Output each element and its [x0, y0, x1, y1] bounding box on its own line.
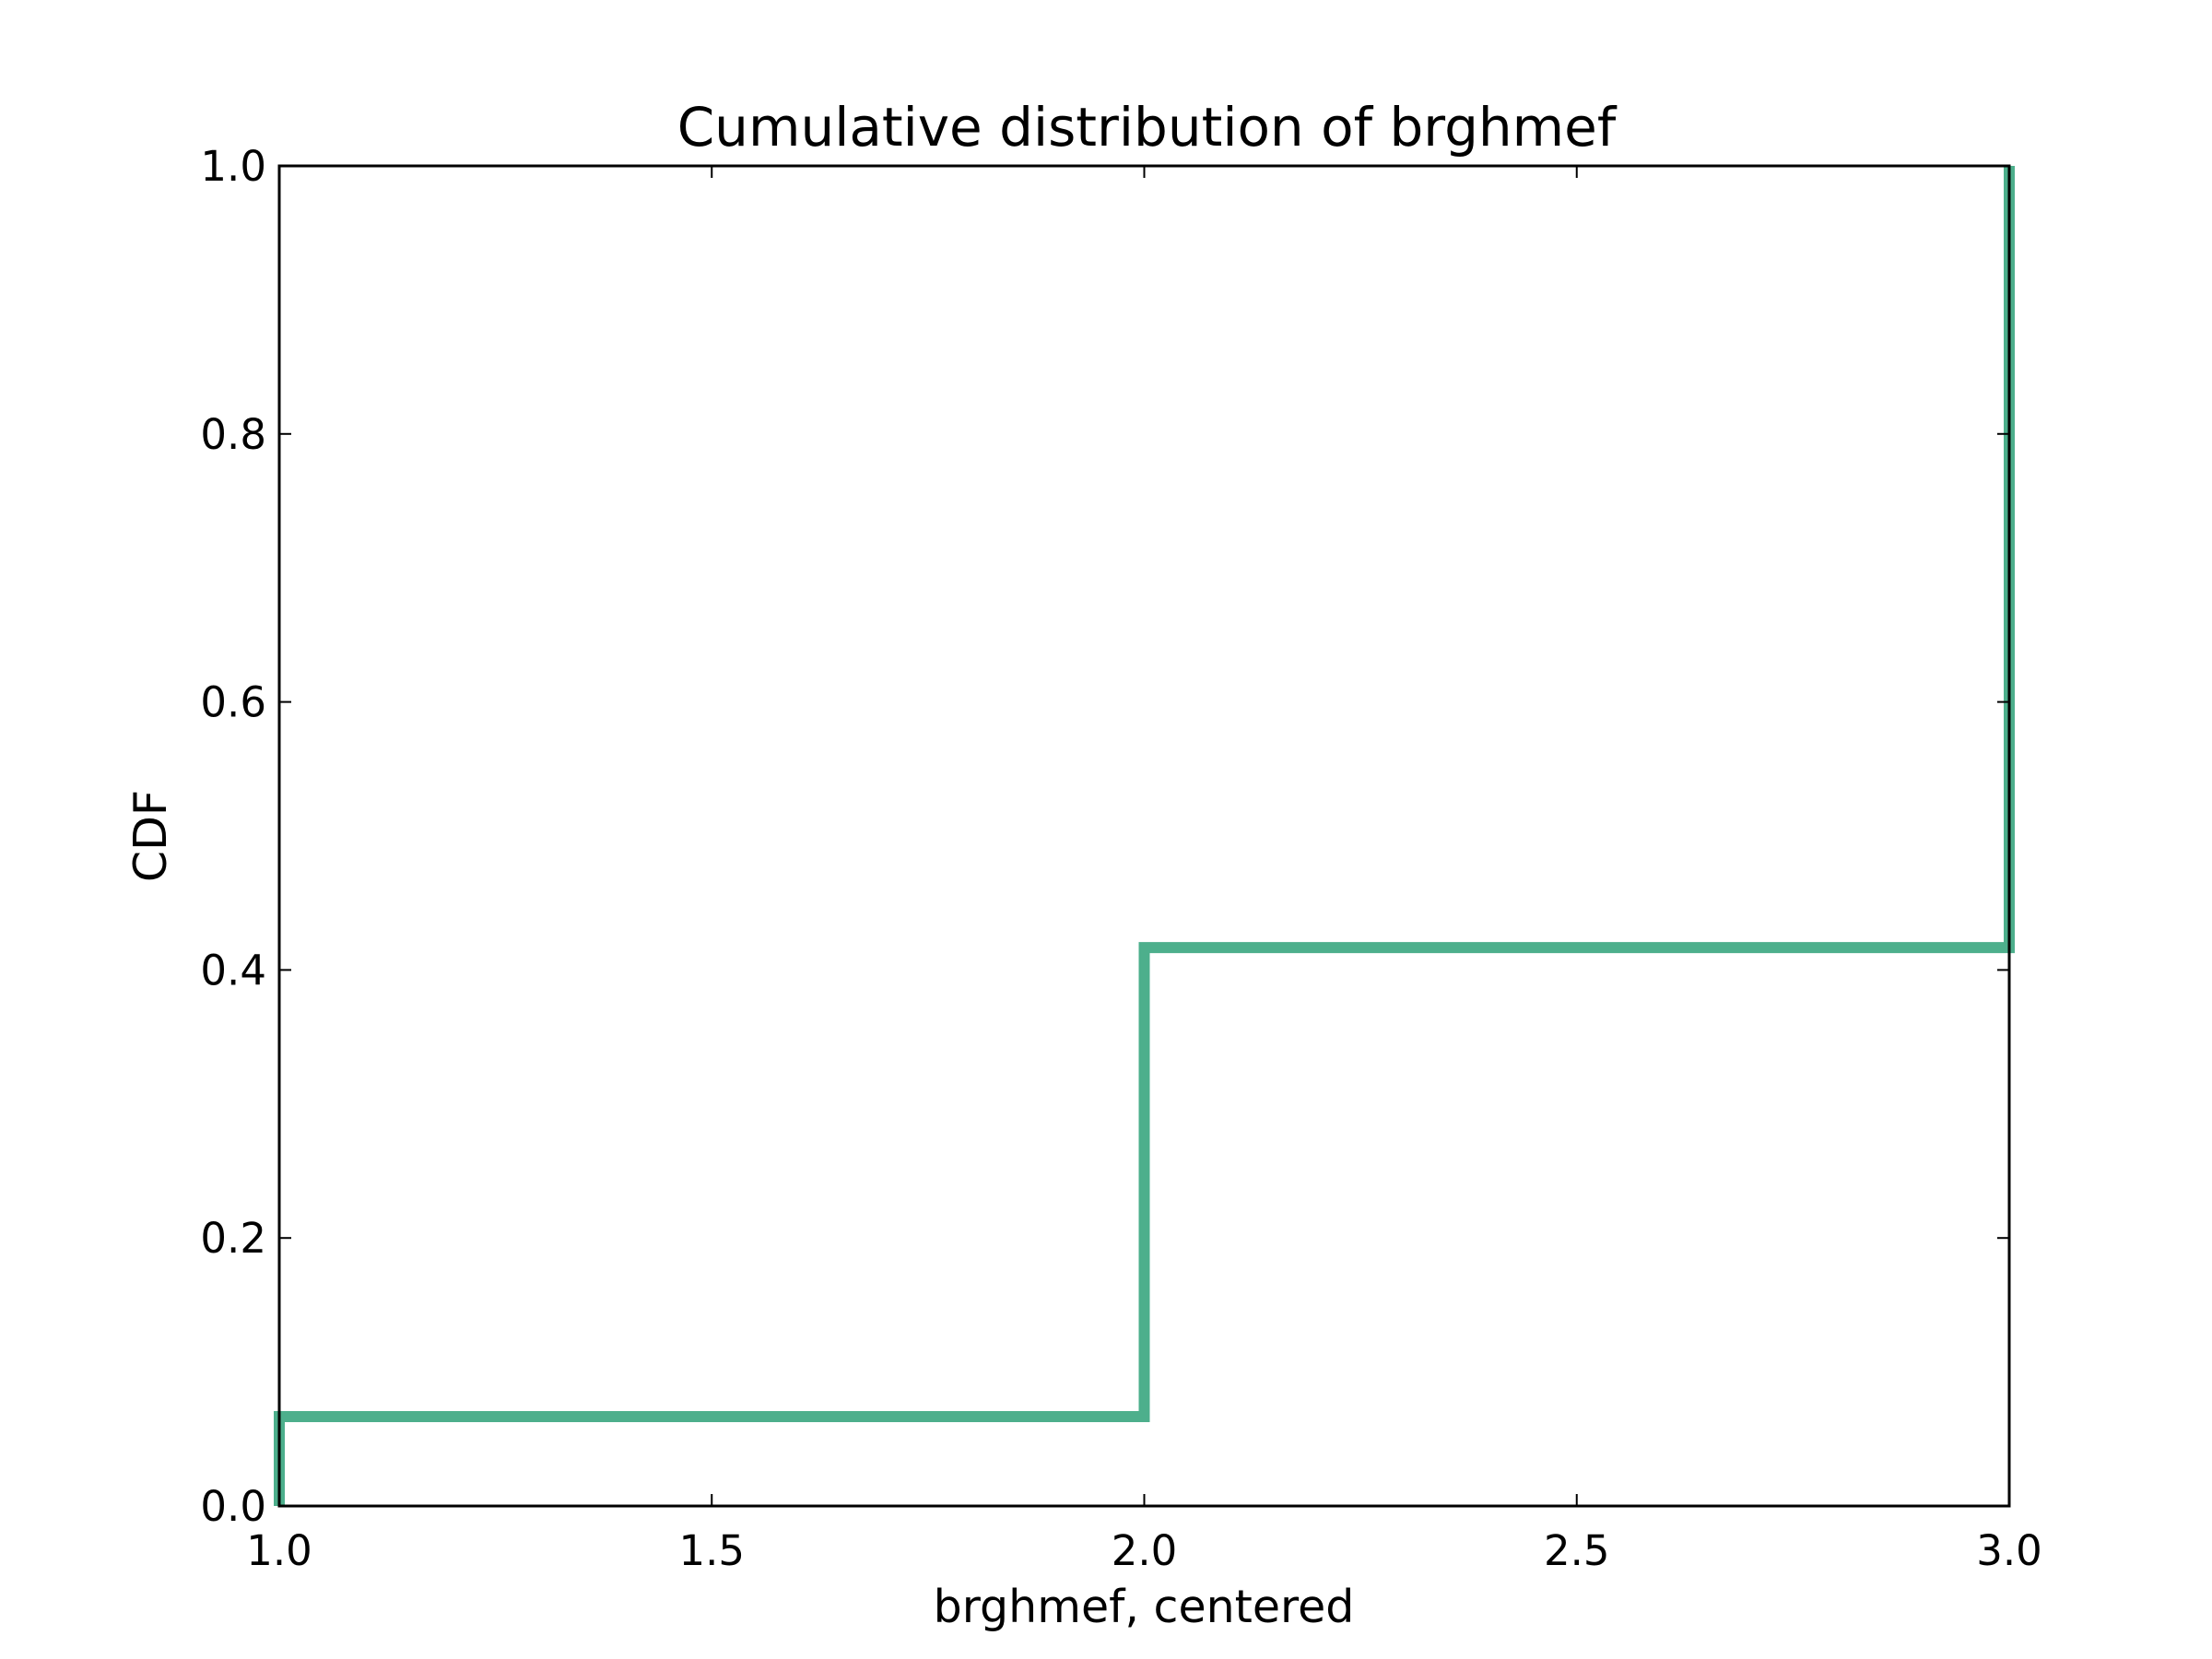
x-tick-label: 1.0 — [246, 1526, 312, 1575]
x-tick-label: 2.5 — [1544, 1526, 1610, 1575]
x-tick-label: 3.0 — [1976, 1526, 2042, 1575]
x-axis-title: brghmef, centered — [934, 1581, 1355, 1633]
y-tick-label: 0.0 — [200, 1482, 266, 1531]
y-tick-label: 0.4 — [200, 946, 266, 994]
y-tick-label: 0.6 — [200, 678, 266, 727]
y-tick-label: 0.8 — [200, 410, 266, 459]
x-tick-label: 2.0 — [1112, 1526, 1178, 1575]
y-axis-title: CDF — [124, 790, 177, 882]
y-tick-label: 1.0 — [200, 142, 266, 191]
y-tick-label: 0.2 — [200, 1214, 266, 1263]
chart-title: Cumulative distribution of brghmef — [677, 96, 1618, 159]
ticks-layer: 1.0 1.5 2.0 2.5 3.0 0.0 0.2 0.4 0.6 0.8 1.0 — [200, 142, 2041, 1575]
x-tick-label: 1.5 — [678, 1526, 745, 1575]
